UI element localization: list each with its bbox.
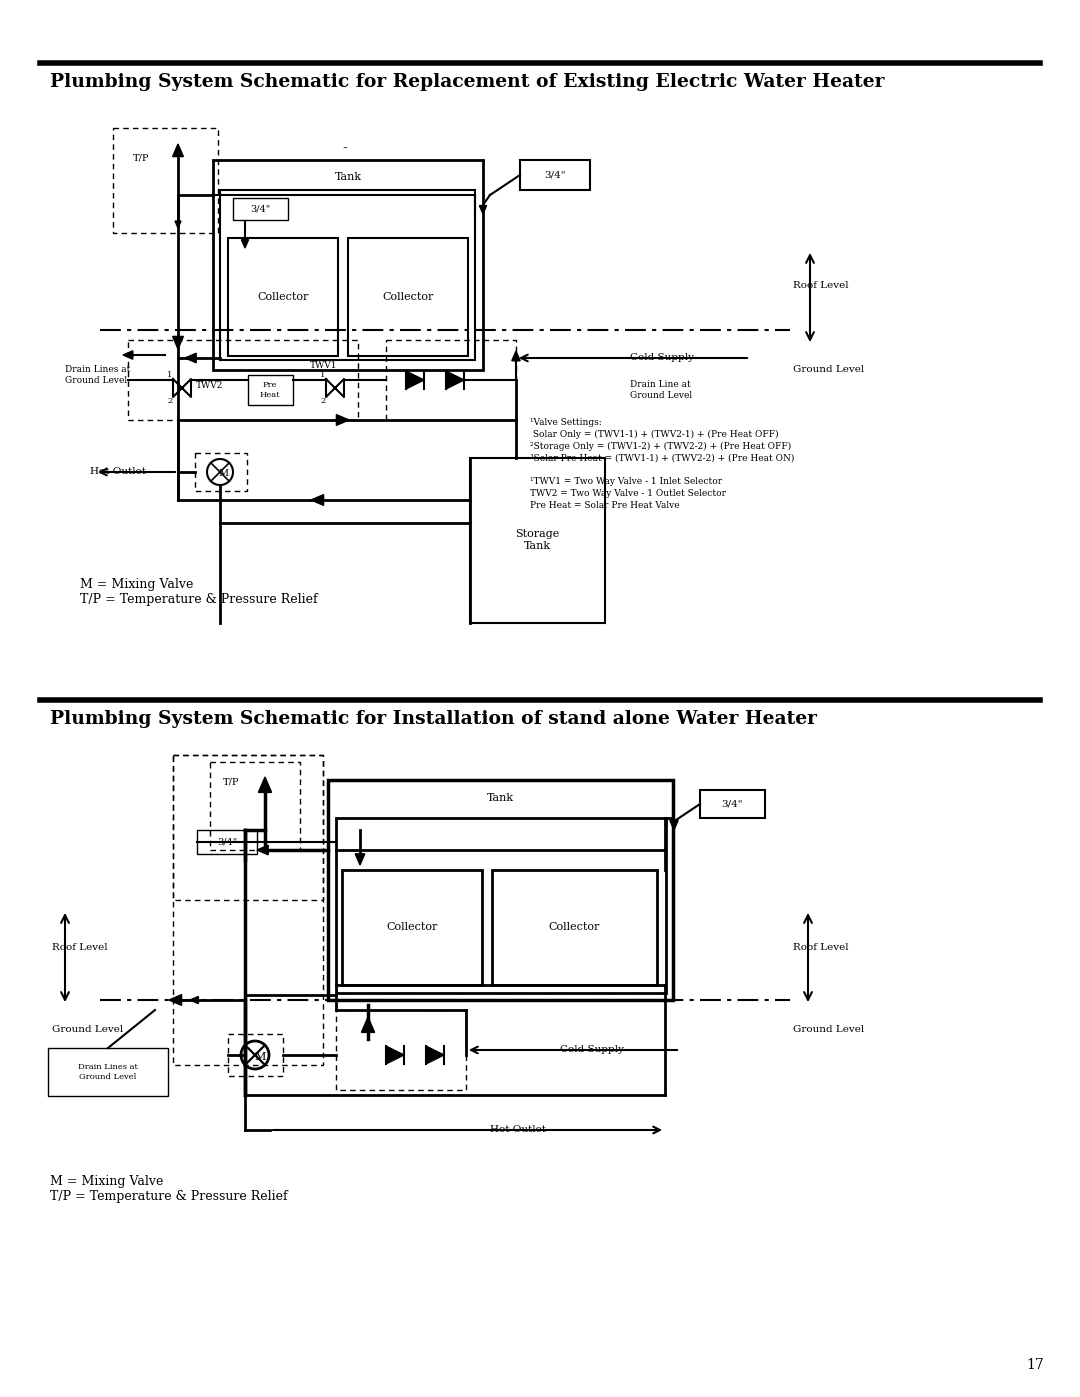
Text: Storage
Tank: Storage Tank xyxy=(515,529,559,550)
Text: Cold Supply: Cold Supply xyxy=(561,1045,624,1055)
Text: Ground Level: Ground Level xyxy=(793,366,864,374)
Bar xyxy=(519,161,590,190)
Text: Drain Lines at
Ground Level: Drain Lines at Ground Level xyxy=(65,365,131,384)
Polygon shape xyxy=(123,351,133,359)
Polygon shape xyxy=(257,845,268,855)
Text: 3/4": 3/4" xyxy=(721,799,743,809)
Text: 3/4": 3/4" xyxy=(249,204,270,214)
Text: Collector: Collector xyxy=(257,292,309,302)
Text: Roof Level: Roof Level xyxy=(793,281,849,289)
Bar xyxy=(173,754,323,1065)
Polygon shape xyxy=(190,996,199,1003)
Polygon shape xyxy=(480,205,487,214)
Text: Roof Level: Roof Level xyxy=(52,943,108,953)
Text: Drain Line at
Ground Level: Drain Line at Ground Level xyxy=(630,380,692,400)
Bar xyxy=(113,129,218,233)
Polygon shape xyxy=(242,240,248,249)
Bar xyxy=(197,830,257,854)
Bar xyxy=(700,789,765,819)
Text: 2: 2 xyxy=(167,397,173,405)
Bar xyxy=(48,1048,168,1097)
Bar xyxy=(195,453,247,490)
Polygon shape xyxy=(426,1046,444,1065)
Bar xyxy=(470,458,605,623)
Bar xyxy=(492,870,657,985)
Bar xyxy=(233,198,288,219)
Polygon shape xyxy=(355,854,365,865)
Text: Cold Supply: Cold Supply xyxy=(630,353,694,362)
Polygon shape xyxy=(168,995,181,1006)
Text: 3/4": 3/4" xyxy=(217,837,238,847)
Bar xyxy=(220,190,475,360)
Polygon shape xyxy=(670,820,678,830)
Bar xyxy=(336,1010,465,1090)
Text: 3/4": 3/4" xyxy=(544,170,566,179)
Text: Ground Level: Ground Level xyxy=(793,1025,864,1035)
Text: ¹Valve Settings:
 Solar Only = (TWV1-1) + (TWV2-1) + (Pre Heat OFF)
²Storage Onl: ¹Valve Settings: Solar Only = (TWV1-1) +… xyxy=(530,418,795,510)
Polygon shape xyxy=(173,144,184,156)
Text: TWV2: TWV2 xyxy=(195,381,224,391)
Text: Drain Lines at
Ground Level: Drain Lines at Ground Level xyxy=(78,1063,138,1081)
Bar xyxy=(348,237,468,356)
Polygon shape xyxy=(336,415,349,426)
Text: Collector: Collector xyxy=(387,922,437,932)
Text: T/P: T/P xyxy=(133,154,149,162)
Bar xyxy=(386,339,516,420)
Bar xyxy=(328,780,673,1000)
Polygon shape xyxy=(362,1017,375,1032)
Polygon shape xyxy=(173,337,184,349)
Bar xyxy=(173,754,323,900)
Polygon shape xyxy=(311,495,324,506)
Text: 17: 17 xyxy=(1026,1358,1044,1372)
Bar xyxy=(228,1034,283,1076)
Text: 1: 1 xyxy=(321,372,326,379)
Text: Hot Outlet: Hot Outlet xyxy=(90,468,146,476)
Text: M: M xyxy=(254,1052,266,1062)
Bar xyxy=(228,237,338,356)
Polygon shape xyxy=(512,351,521,360)
Polygon shape xyxy=(258,777,271,792)
Text: M: M xyxy=(219,469,229,479)
Bar xyxy=(248,374,293,405)
Text: TWV1: TWV1 xyxy=(310,362,337,370)
Polygon shape xyxy=(175,221,181,228)
Text: Roof Level: Roof Level xyxy=(793,943,849,953)
Text: M = Mixing Valve
T/P = Temperature & Pressure Relief: M = Mixing Valve T/P = Temperature & Pre… xyxy=(50,1175,287,1203)
Text: M = Mixing Valve
T/P = Temperature & Pressure Relief: M = Mixing Valve T/P = Temperature & Pre… xyxy=(80,578,318,606)
Polygon shape xyxy=(386,1046,404,1065)
Polygon shape xyxy=(446,372,464,388)
Text: 2: 2 xyxy=(321,397,326,405)
Text: Tank: Tank xyxy=(335,172,362,182)
Polygon shape xyxy=(185,353,197,363)
Text: 1: 1 xyxy=(167,372,173,379)
Text: Collector: Collector xyxy=(549,922,599,932)
Text: Plumbing System Schematic for Replacement of Existing Electric Water Heater: Plumbing System Schematic for Replacemen… xyxy=(50,73,885,91)
Text: Pre
Heat: Pre Heat xyxy=(260,381,280,398)
Bar xyxy=(210,761,300,849)
Text: -: - xyxy=(342,141,348,155)
Polygon shape xyxy=(406,372,424,388)
Text: Collector: Collector xyxy=(382,292,434,302)
Text: Ground Level: Ground Level xyxy=(52,1025,123,1035)
Text: Hot Outlet: Hot Outlet xyxy=(490,1126,546,1134)
Text: T/P: T/P xyxy=(222,778,240,787)
Bar xyxy=(336,819,666,993)
Bar xyxy=(342,870,482,985)
Bar xyxy=(213,161,483,370)
Bar xyxy=(129,339,357,420)
Text: Tank: Tank xyxy=(486,793,514,803)
Text: Plumbing System Schematic for Installation of stand alone Water Heater: Plumbing System Schematic for Installati… xyxy=(50,710,816,728)
